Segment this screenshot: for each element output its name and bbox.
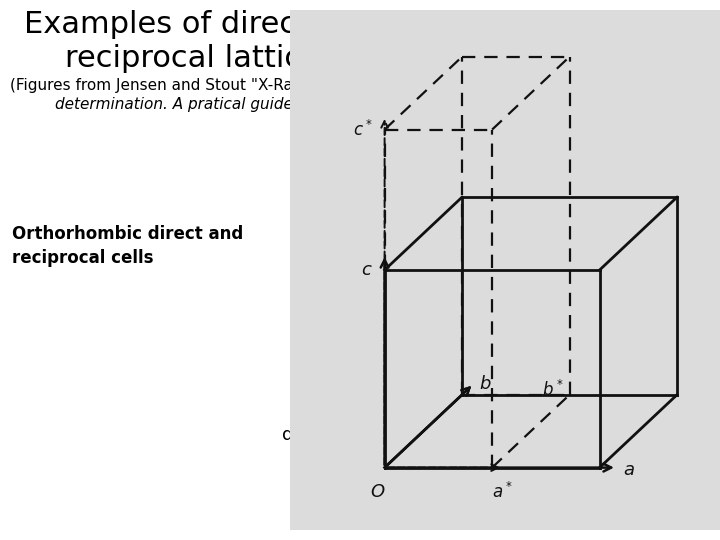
Text: $b^*$: $b^*$ [542,380,564,400]
Text: $O$: $O$ [370,483,386,501]
Text: Orthorhombic direct and
reciprocal cells: Orthorhombic direct and reciprocal cells [12,225,243,267]
Text: $a^*$: $a^*$ [492,482,513,502]
Text: $c$: $c$ [361,261,372,279]
Text: (Figures from Jensen and Stout "X-Ray structure: (Figures from Jensen and Stout "X-Ray st… [10,78,377,93]
Text: Examples of direct and
reciprocal lattices: Examples of direct and reciprocal lattic… [24,10,376,72]
Text: determination. A pratical guide": determination. A pratical guide" [55,97,300,112]
Text: d: d [282,426,293,444]
Text: $c^*$: $c^*$ [353,119,372,140]
Text: $a$: $a$ [624,461,635,479]
Text: $b$: $b$ [479,375,491,393]
